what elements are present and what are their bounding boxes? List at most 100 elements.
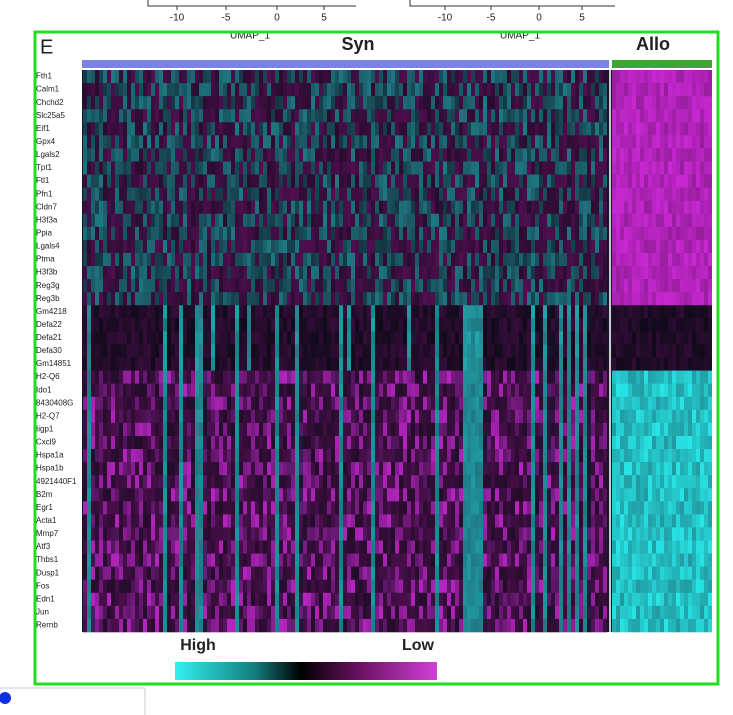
heatmap-cell <box>527 200 531 215</box>
heatmap-cell <box>632 187 636 201</box>
heatmap-cell <box>107 266 111 280</box>
heatmap-cell <box>223 435 227 450</box>
heatmap-cell <box>503 200 507 215</box>
heatmap-cell <box>131 331 135 345</box>
heatmap-cell <box>335 383 339 398</box>
heatmap-cell <box>319 252 323 267</box>
heatmap-cell <box>143 122 147 136</box>
heatmap-cell <box>636 213 640 228</box>
heatmap-cell <box>567 370 571 384</box>
heatmap-cell <box>311 383 315 398</box>
heatmap-cell <box>107 422 111 437</box>
heatmap-cell <box>511 135 515 149</box>
heatmap-cell <box>271 148 275 162</box>
heatmap-cell <box>275 344 279 358</box>
heatmap-cell <box>403 122 407 136</box>
heatmap-cell <box>219 200 223 215</box>
heatmap-cell <box>395 292 399 306</box>
heatmap-cell <box>259 252 263 267</box>
heatmap-cell <box>475 70 479 84</box>
heatmap-cell <box>579 83 583 97</box>
heatmap-cell <box>547 266 551 280</box>
heatmap-cell <box>355 370 359 384</box>
heatmap-cell <box>567 226 571 241</box>
heatmap-cell <box>644 396 648 411</box>
heatmap-cell <box>279 318 283 332</box>
heatmap-cell <box>391 252 395 267</box>
heatmap-cell <box>307 226 311 241</box>
heatmap-cell <box>632 200 636 215</box>
heatmap-cell <box>107 435 111 450</box>
heatmap-cell <box>355 148 359 162</box>
heatmap-cell <box>688 292 692 306</box>
heatmap-cell <box>547 318 551 332</box>
heatmap-cell <box>624 109 628 123</box>
heatmap-cell <box>171 370 175 384</box>
heatmap-cell <box>279 462 283 476</box>
heatmap-cell <box>139 266 143 280</box>
heatmap-cell <box>351 70 355 84</box>
heatmap-cell <box>155 318 159 332</box>
heatmap-cell <box>411 187 415 201</box>
heatmap-cell <box>447 226 451 241</box>
heatmap-cell <box>147 70 151 84</box>
heatmap-cell <box>147 148 151 162</box>
heatmap-cell <box>423 200 427 215</box>
heatmap-cell <box>700 148 704 162</box>
heatmap-cell <box>283 292 287 306</box>
heatmap-cell <box>251 135 255 149</box>
heatmap-cell <box>351 135 355 149</box>
heatmap-cell <box>339 83 343 97</box>
heatmap-cell <box>103 174 107 188</box>
heatmap-cell <box>131 383 135 398</box>
heatmap-cell <box>688 331 692 345</box>
heatmap-cell <box>527 109 531 123</box>
heatmap-cell <box>503 161 507 175</box>
heatmap-cell <box>624 331 628 345</box>
heatmap-cell <box>367 135 371 149</box>
heatmap-cell <box>355 96 359 110</box>
heatmap-cell <box>559 252 563 267</box>
heatmap-cell <box>327 396 331 411</box>
heatmap-cell <box>311 200 315 215</box>
heatmap-cell <box>455 213 459 228</box>
heatmap-cell <box>167 344 171 358</box>
heatmap-cell <box>571 239 575 254</box>
heatmap-cell <box>451 370 455 384</box>
heatmap-cell <box>656 96 660 110</box>
heatmap-cell <box>339 135 343 149</box>
heatmap-cell <box>487 213 491 228</box>
heatmap-cell <box>563 96 567 110</box>
heatmap-cell <box>563 200 567 215</box>
heatmap-cell <box>303 239 307 254</box>
heatmap-cell <box>535 422 539 437</box>
heatmap-cell <box>680 462 684 476</box>
heatmap-cell <box>451 187 455 201</box>
heatmap-cell <box>199 266 203 280</box>
heatmap-cell <box>99 383 103 398</box>
heatmap-cell <box>155 475 159 489</box>
heatmap-cell <box>664 462 668 476</box>
heatmap-cell <box>479 122 483 136</box>
heatmap-cell <box>195 109 199 123</box>
heatmap-cell <box>587 449 591 463</box>
heatmap-cell <box>652 422 656 437</box>
heatmap-cell <box>439 252 443 267</box>
heatmap-cell <box>283 174 287 188</box>
heatmap-cell <box>672 70 676 84</box>
heatmap-cell <box>676 239 680 254</box>
heatmap-cell <box>323 292 327 306</box>
heatmap-cell <box>303 135 307 149</box>
heatmap-cell <box>343 331 347 345</box>
heatmap-cell <box>455 357 459 371</box>
heatmap-cell <box>535 305 539 319</box>
heatmap-cell <box>175 318 179 332</box>
heatmap-cell <box>599 135 603 149</box>
heatmap-cell <box>523 174 527 188</box>
heatmap-cell <box>219 370 223 384</box>
heatmap-cell <box>87 252 91 267</box>
heatmap-cell <box>239 174 243 188</box>
heatmap-cell <box>235 370 239 384</box>
heatmap-cell <box>135 135 139 149</box>
heatmap-cell <box>680 200 684 215</box>
